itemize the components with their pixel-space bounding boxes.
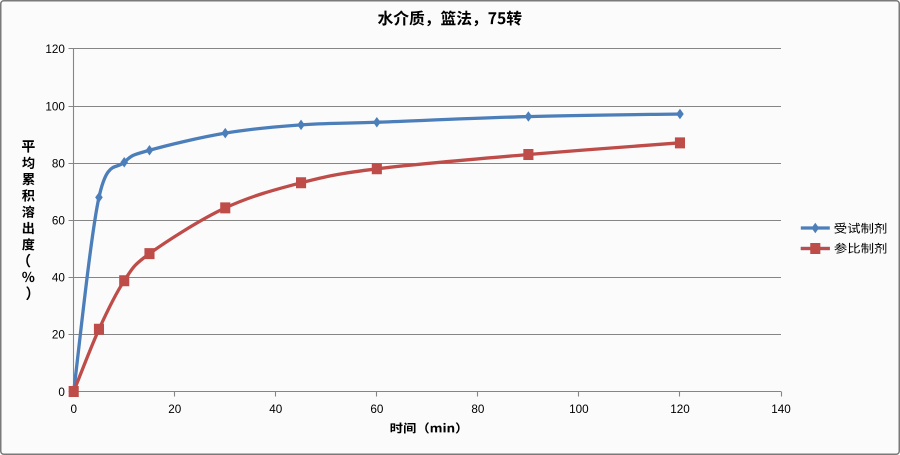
svg-text:140: 140	[771, 403, 791, 416]
svg-text:0: 0	[58, 386, 65, 399]
svg-text:40: 40	[269, 403, 283, 416]
svg-text:120: 120	[45, 43, 65, 56]
svg-text:120: 120	[670, 403, 690, 416]
svg-text:60: 60	[52, 215, 66, 228]
svg-text:80: 80	[471, 403, 485, 416]
svg-text:60: 60	[370, 403, 384, 416]
svg-text:20: 20	[52, 329, 66, 342]
svg-text:0: 0	[70, 403, 77, 416]
svg-text:40: 40	[52, 272, 66, 285]
svg-text:80: 80	[52, 157, 66, 170]
svg-text:100: 100	[45, 100, 65, 113]
svg-text:20: 20	[168, 403, 182, 416]
svg-text:100: 100	[569, 403, 589, 416]
